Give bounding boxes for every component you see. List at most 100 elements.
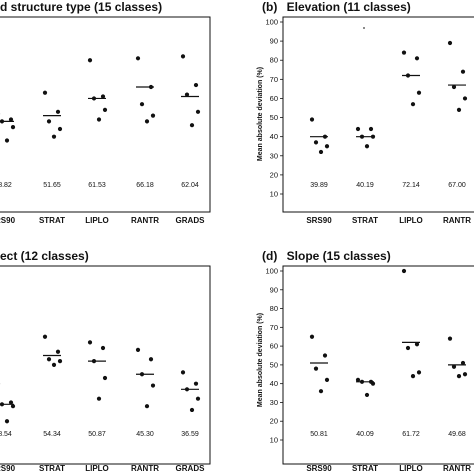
panel-b-value-label: 67.00 bbox=[448, 182, 466, 189]
panel-b-ylabel: Mean absolute deviation (%) bbox=[257, 67, 264, 161]
panel-a-data-point bbox=[184, 92, 190, 97]
panel-b-data-point bbox=[309, 117, 315, 122]
panel-a-marks: RS90 8.82 STRAT 51.65 LIPLO 61.53 RANTR 66.18 GR… bbox=[0, 54, 205, 225]
panel-d-data-point bbox=[370, 381, 376, 386]
panel-a-value-label: 61.53 bbox=[88, 182, 106, 189]
panel-b-letter: (b) bbox=[262, 0, 277, 14]
panel-d-ytick-label: 20 bbox=[270, 417, 278, 426]
panel-b-ytick-label: 60 bbox=[270, 94, 278, 103]
panel-d-value-label: 49.68 bbox=[448, 431, 466, 438]
panel-a-data-point bbox=[180, 54, 186, 59]
panel-d-data-point bbox=[405, 345, 411, 351]
panel-c-data-point bbox=[180, 370, 186, 375]
panel-d-category-label: LIPLO bbox=[399, 464, 423, 473]
panel-d-data-point bbox=[318, 389, 324, 394]
panel-c-data-point bbox=[4, 419, 10, 424]
panel-c-data-point bbox=[189, 407, 195, 413]
panel-b-data-point bbox=[405, 73, 411, 78]
panel-d-data-point bbox=[460, 360, 466, 366]
panel-c-data-point bbox=[193, 381, 199, 386]
panel-b-category-label: RANTR bbox=[443, 216, 471, 225]
panel-d-data-point bbox=[462, 372, 468, 377]
panel-b-ytick-label: 90 bbox=[270, 37, 278, 46]
panel-b-data-point bbox=[322, 134, 328, 139]
panel-d-category-label: STRAT bbox=[352, 464, 378, 473]
panel-d-data-point bbox=[451, 364, 457, 369]
panel-c-title: ect (12 classes) bbox=[0, 249, 89, 263]
panel-b-data-point bbox=[447, 40, 453, 46]
panel-b-data-point bbox=[462, 96, 468, 101]
panel-c-category-label: LIPLO bbox=[85, 464, 109, 473]
panel-d-value-label: 50.81 bbox=[310, 431, 328, 438]
panel-d-value-label: 61.72 bbox=[402, 431, 420, 438]
panel-b-ytick-label: 20 bbox=[270, 170, 278, 179]
panel-c-category-label: STRAT bbox=[39, 464, 65, 473]
panel-d-category-label: RANTR bbox=[443, 464, 471, 473]
panel-a-category-label: RANTR bbox=[131, 216, 159, 225]
panel-d-data-point bbox=[324, 377, 330, 383]
panel-a-data-point bbox=[150, 113, 156, 118]
panel-d-data-point bbox=[364, 392, 370, 398]
panel-c-data-point bbox=[102, 375, 108, 381]
panel-a-data-point bbox=[148, 84, 154, 90]
panel-b-data-point bbox=[318, 149, 324, 155]
panel-b-data-point bbox=[416, 90, 422, 95]
panel-a-category-label: LIPLO bbox=[85, 216, 109, 225]
panel-b-frame bbox=[282, 16, 474, 213]
panel-c-data-point bbox=[195, 396, 201, 401]
panel-b-ytick-label: 100 bbox=[265, 18, 278, 27]
panel-a-data-point bbox=[102, 107, 108, 113]
panel-a-data-point bbox=[55, 109, 61, 114]
panel-b-title-text: Elevation (11 classes) bbox=[287, 0, 411, 14]
panel-b-data-point bbox=[364, 144, 370, 149]
panel-b-data-point bbox=[456, 107, 462, 113]
panel-b-marks: 10 20 30 40 50 60 70 80 90 100 SRS90 39.89 STRAT 40.1… bbox=[265, 18, 471, 226]
panel-d-ytick-label: 40 bbox=[270, 379, 278, 388]
panel-b-value-label: 40.19 bbox=[356, 182, 374, 189]
panel-b-ytick-label: 80 bbox=[270, 56, 278, 65]
panel-a-data-point bbox=[42, 90, 48, 95]
panel-d: (d) Slope (15 classes) Mean absolute dev… bbox=[257, 249, 474, 473]
panel-a-data-point bbox=[91, 96, 97, 101]
panel-c-frame bbox=[0, 265, 211, 465]
panel-c-data-point bbox=[8, 400, 14, 405]
panel-a-data-point bbox=[87, 58, 93, 63]
panel-b-ytick-label: 40 bbox=[270, 132, 278, 141]
panel-a-data-point bbox=[10, 125, 16, 130]
panel-b-data-point bbox=[370, 134, 376, 139]
panel-a-value-label: 51.65 bbox=[43, 182, 61, 189]
panel-d-data-point bbox=[309, 334, 315, 339]
panel-b-data-point bbox=[324, 144, 330, 149]
panel-a-category-label: RS90 bbox=[0, 216, 16, 225]
panel-d-ytick-label: 80 bbox=[270, 304, 278, 313]
panel-a-data-point bbox=[96, 117, 102, 122]
panel-b-value-label: 39.89 bbox=[310, 182, 328, 189]
panel-c-category-label: RANTR bbox=[131, 464, 159, 473]
panel-a-data-point bbox=[51, 134, 57, 139]
panel-d-ytick-label: 50 bbox=[270, 360, 278, 369]
panel-a: d structure type (15 classes) RS90 8.82 ST… bbox=[0, 0, 211, 225]
panel-c-data-point bbox=[135, 347, 141, 352]
panel-c-data-point bbox=[144, 404, 150, 409]
panel-d-ytick-label: 10 bbox=[270, 436, 278, 445]
panel-b-data-point bbox=[460, 69, 466, 74]
panel-d-ytick-label: 90 bbox=[270, 285, 278, 294]
panel-c-data-point bbox=[100, 345, 106, 351]
panel-d-letter: (d) bbox=[262, 249, 277, 263]
panel-b: (b) Elevation (11 classes) Mean absolute… bbox=[257, 0, 474, 225]
panel-a-data-point bbox=[139, 102, 145, 107]
panel-c-marks: RS90 8.54 STRAT 54.34 LIPLO 50.87 RANTR 45.30 GR… bbox=[0, 334, 205, 473]
panel-c-data-point bbox=[0, 402, 5, 407]
panel-b-category-label: LIPLO bbox=[399, 216, 423, 225]
panel-c-data-point bbox=[96, 396, 102, 401]
panel-d-title-text: Slope (15 classes) bbox=[287, 249, 391, 263]
panel-d-data-point bbox=[355, 377, 361, 383]
panel-a-data-point bbox=[195, 109, 201, 114]
panel-b-ytick-label: 10 bbox=[270, 190, 278, 199]
panel-d-data-point bbox=[447, 336, 453, 341]
panel-c-data-point bbox=[46, 357, 52, 362]
panel-c-data-point bbox=[42, 334, 48, 339]
panel-d-value-label: 40.09 bbox=[356, 431, 374, 438]
panel-c-data-point bbox=[91, 359, 97, 364]
panel-d-title: (d) Slope (15 classes) bbox=[262, 249, 391, 263]
